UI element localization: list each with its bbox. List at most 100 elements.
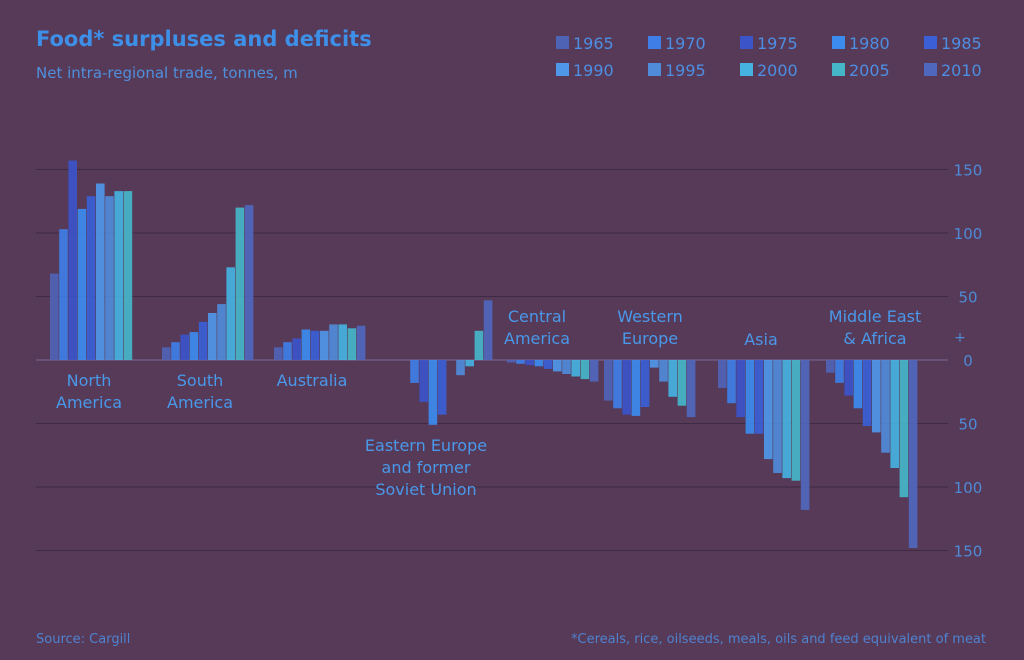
bar-1-1990 (208, 313, 217, 360)
legend-swatch-1980 (832, 36, 845, 49)
legend-swatch-1985 (924, 36, 937, 49)
bar-4-1965 (507, 360, 516, 363)
legend-swatch-1990 (556, 63, 569, 76)
bar-5-2005 (677, 360, 687, 406)
chart-subtitle: Net intra-regional trade, tonnes, m (36, 64, 298, 82)
bar-5-2010 (686, 360, 696, 418)
bar-2-2000 (338, 324, 347, 360)
bar-0-1990 (96, 183, 105, 360)
legend-label-2000: 2000 (757, 61, 798, 80)
bar-0-1965 (50, 273, 59, 360)
legend-label-2005: 2005 (849, 61, 890, 80)
bar-2-2005 (347, 328, 357, 361)
bar-7-1985 (862, 360, 872, 426)
bar-4-1970 (516, 360, 525, 364)
category-label-6: Asia (744, 330, 778, 349)
legend-swatch-1995 (648, 63, 661, 76)
bar-2-1980 (301, 329, 311, 360)
chart-title: Food* surpluses and deficits (36, 27, 372, 51)
bar-2-1965 (274, 347, 283, 360)
bar-2-1995 (329, 324, 338, 360)
y-tick-label-2: 50 (958, 289, 977, 307)
y-tick-label-0: 150 (954, 162, 983, 180)
bar-1-1985 (198, 321, 208, 360)
legend-label-1975: 1975 (757, 34, 798, 53)
bar-4-2000 (571, 360, 580, 377)
category-label-7: Middle East & Africa (829, 307, 921, 348)
bar-6-1980 (745, 360, 755, 434)
bar-2-1970 (283, 342, 292, 360)
bar-1-2010 (244, 205, 254, 360)
y-tick-label-5: 100 (954, 479, 983, 497)
legend-swatch-1970 (648, 36, 661, 49)
legend: 1965 1970 1975 1980 1985 1990 1995 2000 2005 2010 (556, 34, 982, 80)
bar-4-2010 (589, 360, 599, 382)
bar-4-2005 (580, 360, 590, 380)
bar-6-1975 (736, 360, 745, 418)
bar-6-1965 (718, 360, 727, 388)
bar-7-1975 (844, 360, 853, 396)
category-label-2: Australia (277, 371, 348, 390)
bar-5-1990 (650, 360, 659, 368)
legend-label-2010: 2010 (941, 61, 982, 80)
bar-7-2000 (890, 360, 899, 468)
bar-3-1995 (456, 360, 465, 376)
bar-7-2005 (899, 360, 909, 498)
category-labels: North America South America Australia Eastern… (56, 307, 921, 499)
bars (50, 160, 918, 548)
bar-1-1980 (189, 332, 199, 360)
bar-6-1985 (754, 360, 764, 434)
y-tick-label-1: 100 (954, 225, 983, 243)
bar-0-1980 (77, 208, 87, 360)
bar-2-1990 (320, 330, 329, 360)
bar-1-1965 (162, 347, 171, 360)
bar-3-2010 (483, 300, 493, 360)
bar-7-1970 (835, 360, 844, 383)
bar-2-1975 (292, 338, 301, 360)
bar-5-2000 (668, 360, 677, 397)
bar-0-1975 (68, 160, 77, 360)
bar-7-1980 (853, 360, 863, 409)
y-tick-label-4: 50 (958, 416, 977, 434)
bar-3-2000 (465, 360, 474, 367)
bar-1-1975 (180, 334, 189, 360)
bar-1-2005 (235, 207, 245, 360)
bar-7-2010 (908, 360, 918, 548)
bar-1-1970 (171, 342, 180, 360)
bar-4-1980 (534, 360, 544, 367)
bar-4-1975 (525, 360, 534, 366)
bar-3-1985 (437, 360, 447, 415)
bar-3-2005 (474, 330, 484, 360)
legend-label-1970: 1970 (665, 34, 706, 53)
bar-6-2000 (782, 360, 791, 479)
bar-0-1995 (105, 196, 114, 360)
y-axis-sign-label: + (954, 330, 966, 346)
legend-label-1985: 1985 (941, 34, 982, 53)
legend-swatch-2010 (924, 63, 937, 76)
bar-5-1980 (631, 360, 641, 416)
bar-1-2000 (226, 267, 235, 360)
bar-3-1970 (410, 360, 419, 383)
bar-3-1975 (419, 360, 428, 402)
bar-6-1995 (773, 360, 782, 473)
legend-label-1980: 1980 (849, 34, 890, 53)
category-label-1: South America (167, 371, 233, 412)
bar-5-1995 (659, 360, 668, 382)
y-tick-labels: 150 100 50 0 50 100 150 (954, 162, 983, 561)
bar-6-1990 (764, 360, 773, 460)
bar-6-2010 (800, 360, 810, 510)
category-label-3: Eastern Europe and former Soviet Union (365, 436, 487, 499)
legend-swatch-1965 (556, 36, 569, 49)
category-label-5: Western Europe (617, 307, 683, 348)
source-note: Source: Cargill (36, 632, 130, 647)
legend-swatch-2000 (740, 63, 753, 76)
legend-swatch-1975 (740, 36, 753, 49)
category-label-0: North America (56, 371, 122, 412)
bar-5-1970 (613, 360, 622, 409)
bar-1-1995 (217, 304, 226, 360)
bar-7-1995 (881, 360, 890, 453)
bar-6-1970 (727, 360, 736, 404)
category-label-4: Central America (504, 307, 570, 348)
